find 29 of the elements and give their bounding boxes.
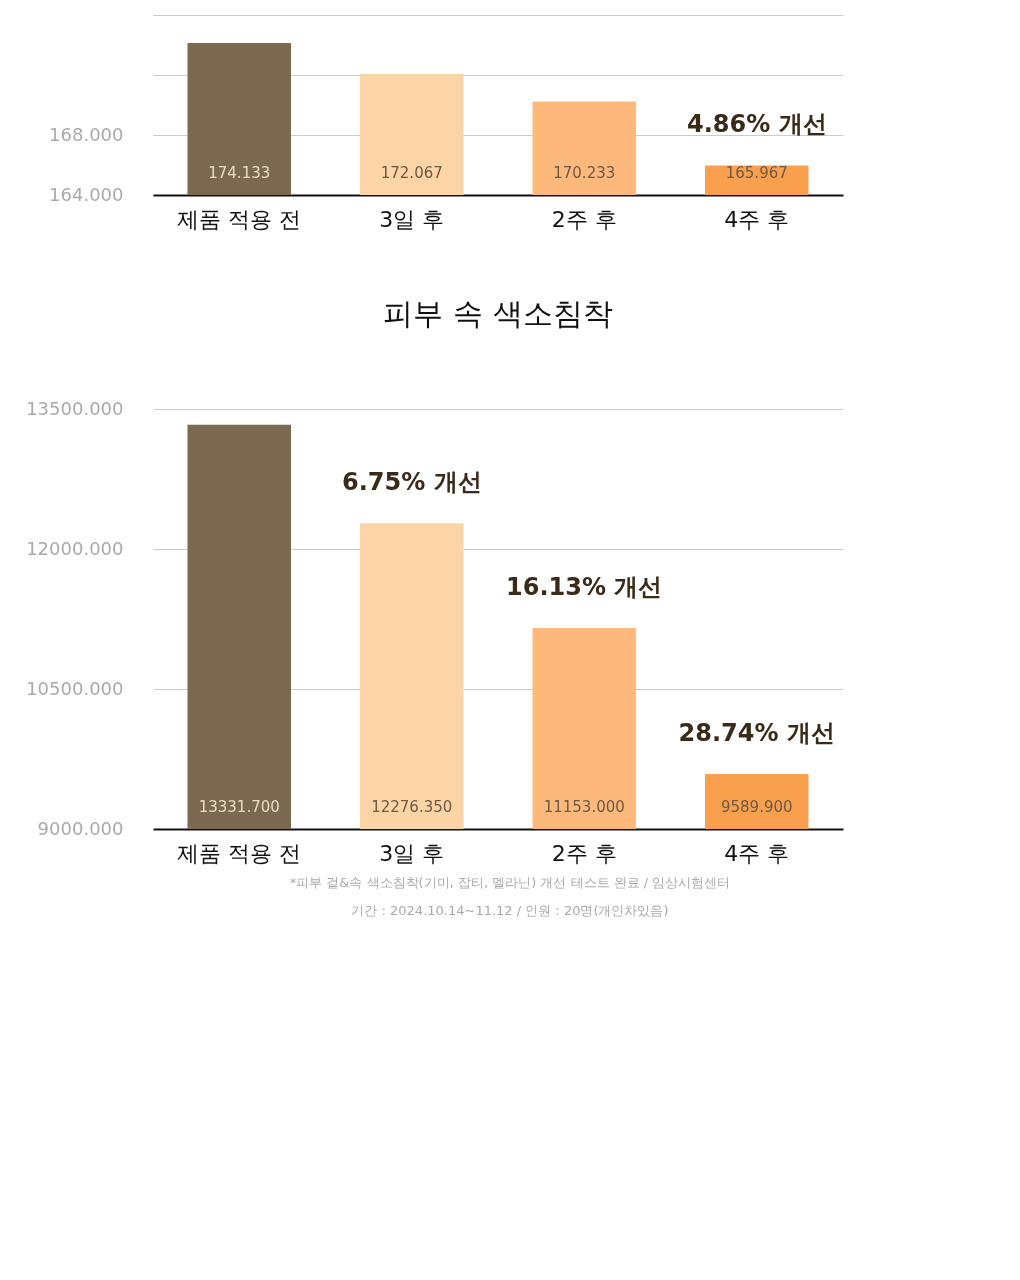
annotation: 16.13% 개선	[506, 573, 663, 602]
annotation: 4.86% 개선	[686, 110, 827, 139]
x-tick-label: 제품 적용 전	[177, 206, 302, 232]
y-tick-label: 164.000	[49, 183, 124, 205]
y-tick-label: 168.000	[49, 123, 124, 145]
x-tick-label: 3일 후	[379, 840, 445, 866]
x-tick-label: 2주 후	[551, 206, 617, 232]
x-tick-label: 4주 후	[724, 206, 790, 232]
data-label: 11153.000	[543, 798, 625, 816]
x-tick-label: 4주 후	[724, 840, 790, 866]
data-label: 13331.700	[198, 798, 280, 816]
x-tick-label: 2주 후	[551, 840, 617, 866]
y-tick-label: 13500.000	[26, 397, 124, 419]
data-label: 9589.900	[720, 798, 793, 816]
data-label: 12276.350	[371, 798, 453, 816]
data-label: 174.133	[208, 164, 271, 182]
data-label: 170.233	[553, 164, 616, 182]
data-label: 172.067	[380, 164, 443, 182]
annotation: 28.74% 개선	[678, 718, 835, 747]
x-tick-label: 3일 후	[379, 206, 445, 232]
y-tick-label: 10500.000	[26, 677, 124, 699]
y-tick-label: 9000.000	[37, 817, 124, 839]
text: 기간 : 2024.10.14~11.12 / 인원 : 20명(개인차있음)	[350, 902, 670, 920]
annotation: 6.75% 개선	[341, 468, 482, 497]
y-tick-label: 12000.000	[26, 537, 124, 559]
x-tick-label: 제품 적용 전	[177, 840, 302, 866]
data-label: 165.967	[725, 164, 788, 182]
text: *피부 겉&속 색소침착(기미, 잡티, 멜라닌) 개선 테스트 완료 / 임상시험센터	[288, 874, 732, 892]
chart-title: 피부 속 색소침착	[383, 296, 613, 331]
